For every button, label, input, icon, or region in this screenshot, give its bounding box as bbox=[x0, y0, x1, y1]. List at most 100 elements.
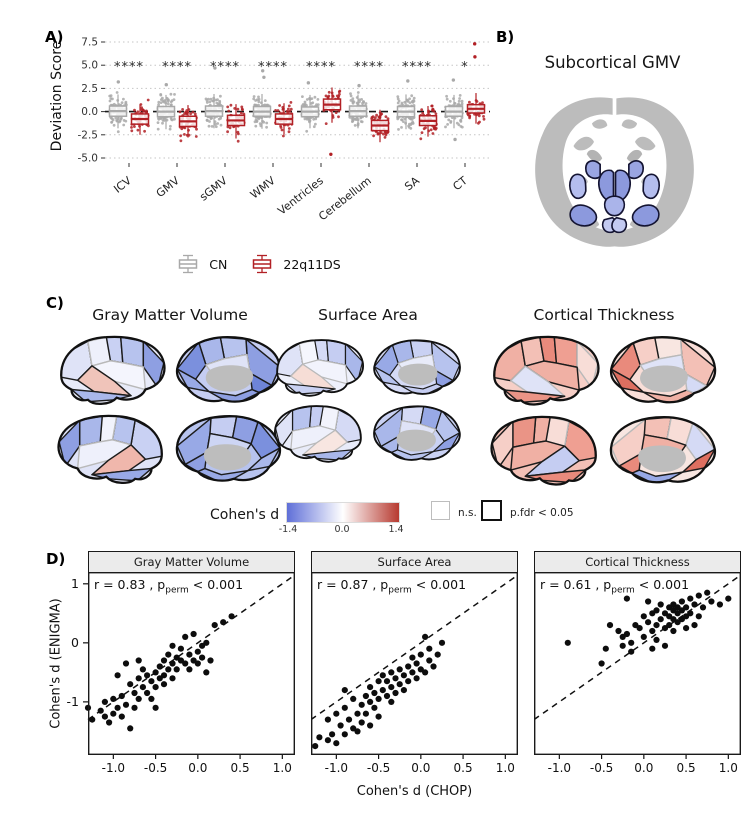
panel-b-title: Subcortical GMV bbox=[544, 53, 681, 72]
svg-text:0.0: 0.0 bbox=[634, 761, 653, 775]
sa-medial-top-brain bbox=[370, 336, 464, 400]
svg-text:-0.5: -0.5 bbox=[367, 761, 390, 775]
colorbar-tick-min: -1.4 bbox=[278, 524, 298, 535]
svg-text:-5.0: -5.0 bbox=[78, 153, 99, 165]
scatter-gmv: -1.0 -0.5 0.0 0.5 1.0 1 0 -1 bbox=[67, 572, 295, 775]
svg-text:****: **** bbox=[162, 60, 192, 75]
panel-d-x-axis-label: Cohen's d (CHOP) bbox=[356, 784, 473, 799]
svg-text:1.0: 1.0 bbox=[496, 761, 515, 775]
svg-text:2.5: 2.5 bbox=[81, 83, 98, 95]
lateral-ventricles bbox=[586, 149, 643, 162]
ct-lateral-bottom-brain bbox=[488, 412, 602, 490]
svg-text:ICV: ICV bbox=[111, 174, 134, 196]
svg-text:0.5: 0.5 bbox=[454, 761, 473, 775]
svg-text:-1: -1 bbox=[67, 694, 79, 709]
gmv-medial-top-brain bbox=[172, 332, 285, 409]
svg-text:WMV: WMV bbox=[248, 174, 278, 202]
annotation-gmv-r: r = 0.83 , p bbox=[94, 577, 166, 592]
scatter-sa: -1.0 -0.5 0.0 0.5 1.0 bbox=[311, 572, 518, 775]
svg-text:1.0: 1.0 bbox=[719, 761, 738, 775]
svg-text:****: **** bbox=[354, 60, 384, 75]
ns-legend-label: n.s. bbox=[458, 507, 477, 519]
svg-text:1: 1 bbox=[71, 576, 79, 591]
panel-c-header-sa: Surface Area bbox=[318, 306, 418, 324]
ct-lateral-top-brain bbox=[488, 332, 602, 410]
annotation-ct-sub: perm bbox=[611, 585, 635, 596]
panel-d-label: D) bbox=[46, 550, 66, 568]
subcortical-structures bbox=[569, 160, 660, 234]
panel-c-header-gmv: Gray Matter Volume bbox=[92, 306, 248, 324]
svg-text:0: 0 bbox=[71, 635, 79, 650]
annotation-gmv-p: < 0.001 bbox=[188, 577, 244, 592]
annotation-ct: r = 0.61 , pperm < 0.001 bbox=[540, 577, 689, 596]
svg-text:****: **** bbox=[210, 60, 240, 75]
pfdr-legend-box bbox=[481, 500, 502, 521]
annotation-sa-p: < 0.001 bbox=[411, 577, 467, 592]
panel-c-label: C) bbox=[46, 294, 64, 312]
svg-text:7.5: 7.5 bbox=[81, 37, 98, 49]
svg-text:****: **** bbox=[402, 60, 432, 75]
sa-lateral-bottom-brain bbox=[272, 402, 366, 466]
svg-text:-1.0: -1.0 bbox=[548, 761, 571, 775]
sa-medial-bottom-brain bbox=[370, 402, 464, 466]
annotation-gmv-sub: perm bbox=[165, 585, 189, 596]
subcortical-coronal-brain bbox=[535, 94, 694, 247]
svg-text:0.0: 0.0 bbox=[411, 761, 430, 775]
svg-text:****: **** bbox=[306, 60, 336, 75]
ns-legend-box bbox=[431, 501, 450, 520]
svg-text:-1.0: -1.0 bbox=[325, 761, 348, 775]
sa-brain-maps bbox=[272, 336, 464, 466]
gmv-medial-bottom-brain bbox=[172, 411, 285, 488]
svg-text:5.0: 5.0 bbox=[81, 60, 98, 72]
svg-text:1.0: 1.0 bbox=[273, 761, 292, 775]
facet-header-gmv: Gray Matter Volume bbox=[88, 551, 295, 573]
svg-text:0.5: 0.5 bbox=[231, 761, 250, 775]
colorbar-tick-mid: 0.0 bbox=[334, 524, 350, 535]
midline-fissure bbox=[612, 94, 617, 155]
patient-boxplot-key-icon bbox=[253, 254, 272, 274]
svg-text:****: **** bbox=[114, 60, 144, 75]
facet-header-sa: Surface Area bbox=[311, 551, 518, 573]
sa-lateral-top-brain bbox=[272, 336, 366, 400]
colorbar-label: Cohen's d bbox=[210, 507, 280, 523]
svg-text:sGMV: sGMV bbox=[197, 174, 230, 204]
colorbar-tick-max: 1.4 bbox=[388, 524, 404, 535]
svg-text:SA: SA bbox=[402, 174, 422, 194]
svg-text:-2.5: -2.5 bbox=[78, 129, 99, 141]
annotation-sa-r: r = 0.87 , p bbox=[317, 577, 389, 592]
annotation-sa-sub: perm bbox=[388, 585, 412, 596]
panel-d: D) Cohen's d (ENIGMA) Gray Matter Volume… bbox=[38, 548, 742, 810]
svg-text:CT: CT bbox=[450, 174, 470, 193]
ct-brain-maps bbox=[488, 332, 720, 489]
svg-text:GMV: GMV bbox=[154, 174, 183, 200]
svg-text:****: **** bbox=[258, 60, 288, 75]
panel-a-boxplot: 7.5 5.0 2.5 0.0 -2.5 -5.0 **** ICV **** GMV **** sG… bbox=[78, 37, 490, 223]
svg-text:-1.0: -1.0 bbox=[102, 761, 125, 775]
cn-boxplot-key-icon bbox=[179, 254, 198, 274]
annotation-sa: r = 0.87 , pperm < 0.001 bbox=[317, 577, 466, 596]
svg-text:Cerebellum: Cerebellum bbox=[316, 174, 374, 223]
annotation-gmv: r = 0.83 , pperm < 0.001 bbox=[94, 577, 243, 596]
annotation-ct-p: < 0.001 bbox=[634, 577, 690, 592]
panel-a-legend: CN 22q11DS bbox=[38, 254, 494, 274]
panel-a-label: A) bbox=[45, 28, 64, 46]
svg-text:0.5: 0.5 bbox=[677, 761, 696, 775]
gmv-lateral-bottom-brain bbox=[55, 411, 168, 488]
svg-text:*: * bbox=[461, 60, 469, 75]
panel-b-label: B) bbox=[496, 28, 515, 46]
colorbar-ticks: -1.4 0.0 1.4 bbox=[279, 523, 404, 537]
facet-header-ct: Cortical Thickness bbox=[534, 551, 741, 573]
ct-medial-bottom-brain bbox=[606, 412, 720, 490]
gmv-lateral-top-brain bbox=[55, 332, 168, 409]
cohens-d-colorbar bbox=[286, 502, 400, 523]
svg-text:0.0: 0.0 bbox=[188, 761, 207, 775]
gmv-brain-maps bbox=[55, 332, 285, 488]
svg-text:-0.5: -0.5 bbox=[590, 761, 613, 775]
legend-label-22q11ds: 22q11DS bbox=[283, 256, 341, 272]
annotation-ct-r: r = 0.61 , p bbox=[540, 577, 612, 592]
panel-c-header-ct: Cortical Thickness bbox=[533, 306, 675, 324]
ct-medial-top-brain bbox=[606, 332, 720, 410]
svg-text:-0.5: -0.5 bbox=[144, 761, 167, 775]
pfdr-legend-label: p.fdr < 0.05 bbox=[510, 507, 574, 519]
